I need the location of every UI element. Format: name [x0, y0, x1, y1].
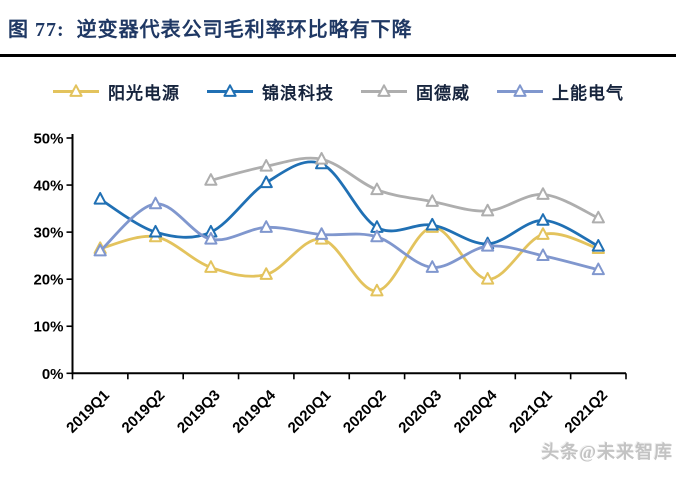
legend-label-0: 阳光电源 [108, 83, 180, 103]
x-tick-label: 2019Q4 [229, 386, 279, 436]
legend-marker [69, 84, 83, 97]
legend-line-triangle-icon [53, 84, 99, 97]
x-tick-label: 2020Q3 [395, 387, 445, 437]
data-point-marker[interactable] [314, 227, 329, 240]
data-point-marker[interactable] [204, 260, 218, 273]
legend-item-0[interactable]: 阳光电源 [52, 79, 180, 104]
legend-item-2[interactable]: 固德威 [360, 79, 470, 104]
data-point-marker[interactable] [536, 227, 550, 240]
legend-label-2: 固德威 [416, 83, 470, 103]
data-point-marker[interactable] [481, 271, 495, 285]
data-point-marker[interactable] [148, 196, 163, 210]
legend-line-triangle-icon [497, 84, 543, 97]
legend-marker [377, 84, 391, 97]
watermark-text: 头条@未来智库 [541, 442, 673, 462]
data-point-marker[interactable] [259, 159, 273, 172]
data-point-marker[interactable] [536, 187, 550, 200]
x-tick-label: 2021Q1 [506, 387, 556, 437]
y-tick-label: 40% [33, 178, 63, 195]
y-tick-label: 20% [33, 272, 63, 289]
chart-title: 图 77: 逆变器代表公司毛利率环比略有下降 [8, 19, 413, 41]
data-point-marker[interactable] [481, 239, 495, 252]
data-point-marker[interactable] [425, 260, 439, 273]
data-point-marker[interactable] [259, 267, 273, 280]
title-divider [0, 54, 676, 57]
legend-marker [513, 84, 527, 97]
data-point-marker[interactable] [148, 224, 163, 238]
series-1 [93, 156, 605, 252]
data-point-marker[interactable] [93, 191, 107, 205]
legend-item-1[interactable]: 锦浪科技 [206, 79, 334, 104]
x-tick-label: 2020Q2 [340, 387, 390, 437]
data-point-marker[interactable] [425, 217, 439, 231]
data-point-marker[interactable] [204, 173, 218, 186]
x-tick-label: 2020Q1 [285, 387, 335, 437]
x-tick-label: 2019Q3 [174, 387, 224, 437]
data-point-marker[interactable] [536, 248, 550, 262]
data-point-marker[interactable] [425, 194, 439, 207]
y-tick-label: 50% [33, 131, 63, 148]
legend-item-3[interactable]: 上能电气 [496, 79, 624, 104]
data-point-marker[interactable] [314, 151, 329, 165]
x-tick-label: 2021Q2 [561, 387, 611, 437]
data-point-marker[interactable] [259, 220, 273, 233]
legend-marker [223, 84, 237, 97]
data-point-marker[interactable] [591, 262, 605, 276]
data-point-marker[interactable] [370, 182, 384, 196]
series-0 [93, 220, 605, 297]
data-point-marker[interactable] [536, 213, 550, 226]
series-2 [204, 151, 605, 224]
series-line-0 [98, 226, 600, 293]
data-point-marker[interactable] [591, 210, 605, 224]
y-tick-label: 30% [33, 225, 63, 242]
legend-line-triangle-icon [207, 84, 253, 97]
y-tick-label: 0% [42, 366, 64, 383]
data-point-marker[interactable] [591, 239, 605, 252]
data-point-marker[interactable] [259, 175, 273, 189]
y-tick-label: 10% [33, 319, 63, 336]
data-point-marker[interactable] [370, 283, 384, 297]
x-tick-label: 2019Q2 [119, 387, 169, 437]
x-tick-label: 2020Q4 [451, 386, 501, 436]
legend-label-3: 上能电气 [552, 83, 624, 103]
data-point-marker[interactable] [370, 229, 384, 243]
data-point-marker[interactable] [93, 243, 107, 257]
data-point-marker[interactable] [204, 231, 218, 245]
chart-legend: 阳光电源 锦浪科技 固德威 上能电气 [0, 78, 676, 104]
series-line-2 [209, 156, 600, 220]
x-tick-label: 2019Q1 [63, 387, 113, 437]
data-point-marker[interactable] [481, 203, 495, 217]
legend-line-triangle-icon [361, 84, 407, 97]
legend-label-1: 锦浪科技 [262, 83, 334, 103]
series-line-3 [98, 202, 600, 272]
series-line-1 [98, 160, 600, 248]
series-3 [93, 196, 605, 276]
